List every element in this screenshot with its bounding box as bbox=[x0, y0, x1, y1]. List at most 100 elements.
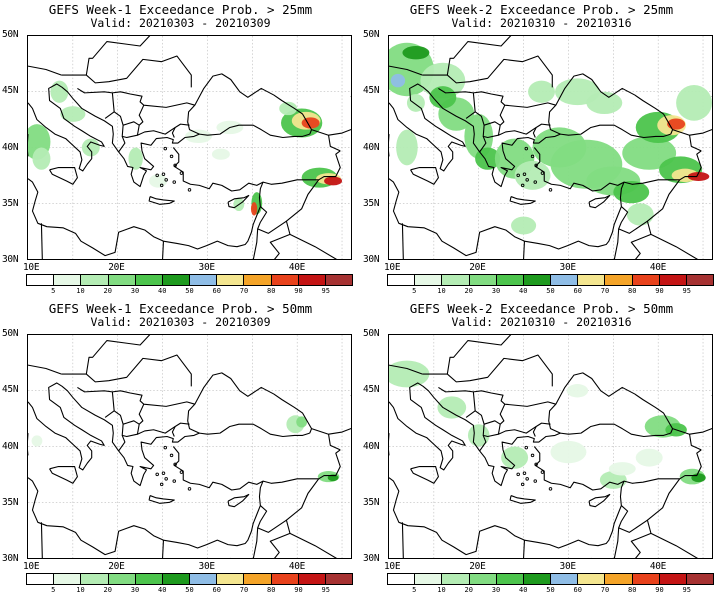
gridlines bbox=[389, 335, 712, 558]
colorbar-segment bbox=[108, 275, 136, 285]
colorbar-tick-label: 90 bbox=[294, 586, 303, 594]
map-panel-3: GEFS Week-1 Exceedance Prob. > 50mm Vali… bbox=[0, 299, 361, 598]
colorbar-tick-label: 30 bbox=[491, 287, 501, 295]
colorbar-segment bbox=[244, 275, 272, 285]
map-area bbox=[27, 334, 352, 559]
colorbar-segment bbox=[469, 275, 497, 285]
colorbar-segment bbox=[496, 574, 524, 584]
coastlines bbox=[389, 36, 712, 259]
colorbar-tick-label: 10 bbox=[437, 287, 446, 295]
colorbar-tick-label: 95 bbox=[682, 287, 691, 295]
colorbar-segment bbox=[298, 574, 326, 584]
lat-tick-label: 50N bbox=[2, 328, 19, 339]
colorbar-tick-label: 10 bbox=[76, 586, 85, 594]
colorbar-tick-label: 5 bbox=[51, 287, 56, 295]
colorbar-segment bbox=[388, 275, 416, 285]
coastlines bbox=[389, 335, 712, 558]
colorbar-segment bbox=[54, 574, 82, 584]
lat-tick-label: 50N bbox=[2, 29, 19, 40]
colorbar-segment bbox=[632, 275, 660, 285]
map-panel-1: GEFS Week-1 Exceedance Prob. > 25mm Vali… bbox=[0, 0, 361, 299]
lon-tick-label: 30E bbox=[559, 262, 577, 273]
colorbar-tick-label: 80 bbox=[628, 287, 637, 295]
colorbar-tick-label: 95 bbox=[321, 586, 330, 594]
colorbar-tick-label: 95 bbox=[321, 287, 330, 295]
colorbar-tick-label: 20 bbox=[103, 287, 112, 295]
lon-tick-label: 40E bbox=[288, 262, 306, 273]
colorbar-tick-label: 70 bbox=[600, 287, 610, 295]
colorbar-tick-label: 40 bbox=[158, 586, 167, 594]
colorbar-segment bbox=[632, 574, 660, 584]
map-svg bbox=[28, 36, 351, 259]
lon-tick-label: 10E bbox=[23, 262, 40, 273]
colorbar-segment bbox=[271, 574, 299, 584]
colorbar-segment bbox=[27, 275, 55, 285]
map-svg bbox=[389, 36, 712, 259]
colorbar-tick-label: 50 bbox=[546, 287, 555, 295]
lat-tick-label: 35N bbox=[363, 197, 380, 209]
colorbar-segment bbox=[605, 275, 633, 285]
lat-tick-label: 50N bbox=[363, 328, 380, 339]
gridlines bbox=[28, 36, 351, 259]
colorbar bbox=[387, 274, 714, 286]
colorbar-segment bbox=[659, 275, 687, 285]
coastlines bbox=[28, 335, 351, 558]
lat-tick-label: 40N bbox=[2, 440, 19, 452]
lon-tick-label: 10E bbox=[23, 561, 40, 572]
colorbar-labels: 5 10 20 30 40 50 60 70 80 90 95 bbox=[387, 586, 714, 596]
colorbar-tick-label: 30 bbox=[491, 586, 501, 594]
colorbar-tick-label: 60 bbox=[573, 287, 582, 295]
colorbar-segment bbox=[108, 574, 136, 584]
colorbar-tick-label: 95 bbox=[682, 586, 691, 594]
colorbar-segment bbox=[551, 275, 579, 285]
lon-tick-label: 20E bbox=[469, 561, 486, 572]
colorbar-segment bbox=[298, 275, 326, 285]
probability-shading bbox=[28, 80, 343, 216]
colorbar-segment bbox=[578, 574, 606, 584]
colorbar-tick-label: 20 bbox=[464, 586, 473, 594]
colorbar-tick-label: 30 bbox=[130, 586, 140, 594]
colorbar-tick-label: 50 bbox=[546, 586, 555, 594]
colorbar-tick-label: 70 bbox=[239, 287, 249, 295]
lat-tick-label: 35N bbox=[363, 496, 380, 508]
colorbar-segment bbox=[325, 574, 353, 584]
colorbar-segment bbox=[217, 574, 245, 584]
colorbar-segment bbox=[523, 574, 552, 584]
lat-tick-label: 30N bbox=[363, 553, 380, 564]
colorbar-tick-label: 80 bbox=[628, 586, 637, 594]
lat-tick-label: 45N bbox=[363, 85, 380, 97]
colorbar-tick-label: 10 bbox=[76, 287, 85, 295]
colorbar-segment bbox=[578, 275, 606, 285]
colorbar-tick-label: 40 bbox=[158, 287, 167, 295]
lat-tick-label: 45N bbox=[363, 384, 380, 396]
panel-title: GEFS Week-1 Exceedance Prob. > 25mm bbox=[48, 2, 313, 17]
lon-tick-label: 40E bbox=[288, 561, 306, 572]
colorbar-tick-label: 60 bbox=[212, 586, 221, 594]
colorbar-tick-label: 30 bbox=[130, 287, 140, 295]
colorbar-tick-label: 40 bbox=[519, 586, 528, 594]
lon-tick-label: 40E bbox=[649, 561, 667, 572]
panel-valid-dates: Valid: 20210310 - 20210316 bbox=[451, 16, 632, 30]
colorbar-labels: 5 10 20 30 40 50 60 70 80 90 95 bbox=[26, 586, 353, 596]
colorbar-segment bbox=[27, 574, 55, 584]
colorbar-tick-label: 70 bbox=[600, 586, 610, 594]
colorbar-tick-label: 10 bbox=[437, 586, 446, 594]
colorbar-tick-label: 70 bbox=[239, 586, 249, 594]
colorbar-tick-label: 5 bbox=[51, 586, 56, 594]
lon-tick-label: 30E bbox=[198, 561, 216, 572]
panel-valid-dates: Valid: 20210303 - 20210309 bbox=[90, 16, 271, 30]
lon-tick-label: 10E bbox=[384, 262, 401, 273]
colorbar-tick-label: 90 bbox=[655, 287, 664, 295]
lat-tick-label: 45N bbox=[2, 85, 19, 97]
colorbar-segment bbox=[162, 275, 191, 285]
colorbar-segment bbox=[686, 574, 714, 584]
colorbar-segment bbox=[388, 574, 416, 584]
colorbar-segment bbox=[659, 574, 687, 584]
colorbar-segment bbox=[415, 574, 443, 584]
lat-tick-label: 30N bbox=[2, 553, 19, 564]
colorbar-tick-label: 80 bbox=[267, 287, 276, 295]
colorbar bbox=[387, 573, 714, 585]
colorbar-tick-label: 90 bbox=[294, 287, 303, 295]
lat-tick-label: 35N bbox=[2, 197, 19, 209]
probability-shading bbox=[389, 42, 712, 235]
